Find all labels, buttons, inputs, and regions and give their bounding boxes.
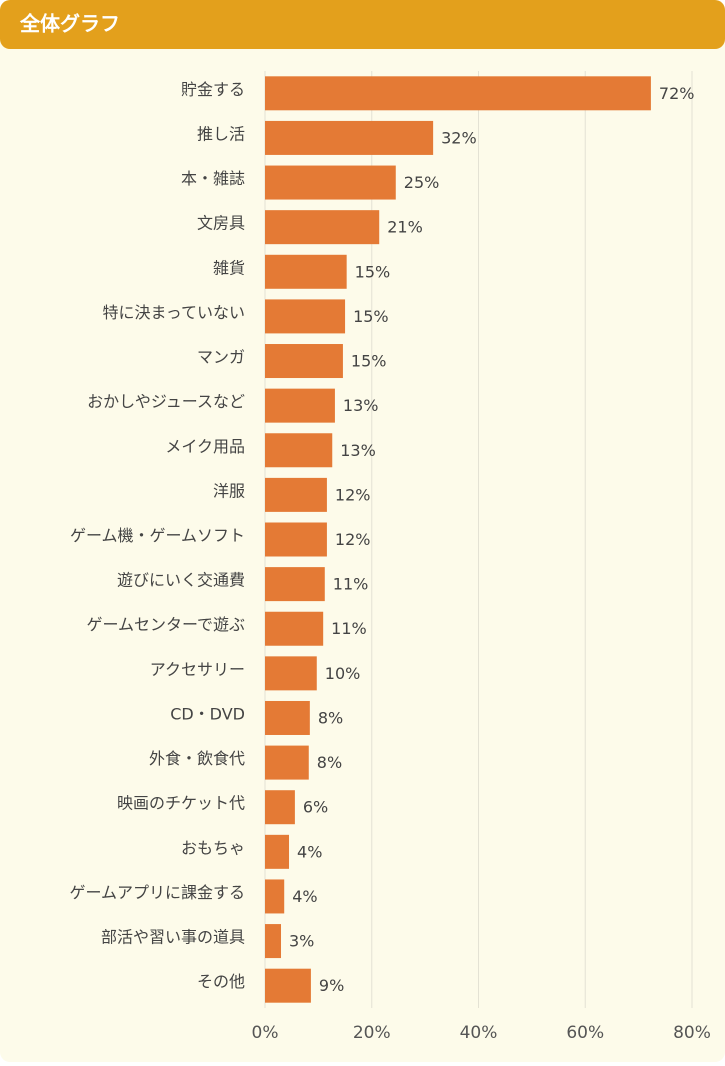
x-tick-label: 40% xyxy=(460,1023,498,1043)
bar xyxy=(265,477,327,512)
bar xyxy=(265,656,317,691)
value-label: 13% xyxy=(340,441,376,460)
bar xyxy=(265,299,346,334)
y-tick-label: 洋服 xyxy=(213,481,245,500)
value-label: 25% xyxy=(404,173,440,192)
y-tick-label: 部活や習い事の道具 xyxy=(101,928,245,947)
bar xyxy=(265,76,651,111)
value-label: 6% xyxy=(303,798,328,817)
value-label: 12% xyxy=(335,530,371,549)
y-tick-label: おかしやジュースなど xyxy=(87,392,245,411)
y-tick-label: アクセサリー xyxy=(150,660,245,679)
x-tick-label: 20% xyxy=(353,1023,391,1043)
y-tick-label: 雑貨 xyxy=(213,258,245,277)
y-tick-label: ゲームセンターで遊ぶ xyxy=(86,615,245,634)
bar xyxy=(265,388,335,423)
value-label: 4% xyxy=(297,842,322,861)
bar xyxy=(265,611,324,646)
bar xyxy=(265,790,295,825)
bar xyxy=(265,968,311,1003)
header xyxy=(0,0,725,49)
value-label: 8% xyxy=(318,708,343,727)
y-tick-label: 貯金する xyxy=(181,80,245,99)
bar xyxy=(265,165,396,200)
y-tick-label: 特に決まっていない xyxy=(102,303,245,322)
bar xyxy=(265,700,310,735)
x-tick-label: 0% xyxy=(252,1023,279,1043)
x-tick-label: 80% xyxy=(673,1023,711,1043)
y-tick-label: その他 xyxy=(197,972,245,991)
value-label: 4% xyxy=(292,887,317,906)
value-label: 13% xyxy=(343,396,379,415)
bar xyxy=(265,433,333,468)
chart-title: 全体グラフ xyxy=(19,12,120,36)
y-tick-label: 映画のチケット代 xyxy=(117,794,245,813)
y-tick-label: 推し活 xyxy=(197,124,245,143)
y-tick-label: おもちゃ xyxy=(181,838,245,857)
bar xyxy=(265,210,380,245)
value-label: 12% xyxy=(335,485,371,504)
bar xyxy=(265,120,434,155)
y-tick-label: メイク用品 xyxy=(165,437,245,456)
value-label: 3% xyxy=(289,932,314,951)
value-label: 15% xyxy=(351,352,387,371)
y-tick-label: 本・雑誌 xyxy=(181,169,245,188)
value-label: 11% xyxy=(333,575,369,594)
bar xyxy=(265,879,285,914)
value-label: 8% xyxy=(317,753,342,772)
y-tick-label: ゲームアプリに課金する xyxy=(69,883,245,902)
y-tick-label: 遊びにいく交通費 xyxy=(117,571,245,590)
bar xyxy=(265,522,327,557)
value-label: 10% xyxy=(325,664,361,683)
value-label: 72% xyxy=(659,84,695,103)
y-tick-label: ゲーム機・ゲームソフト xyxy=(70,526,245,545)
value-label: 15% xyxy=(353,307,389,326)
value-label: 15% xyxy=(355,262,391,281)
bar xyxy=(265,745,309,780)
value-label: 9% xyxy=(319,976,344,995)
y-tick-label: CD・DVD xyxy=(170,704,245,723)
bar xyxy=(265,344,343,379)
y-tick-label: マンガ xyxy=(197,348,245,367)
value-label: 21% xyxy=(387,218,423,237)
y-tick-label: 外食・飲食代 xyxy=(149,749,245,768)
bar xyxy=(265,924,282,959)
y-tick-label: 文房具 xyxy=(197,214,245,233)
x-tick-label: 60% xyxy=(566,1023,604,1043)
bar xyxy=(265,567,325,602)
value-label: 32% xyxy=(441,128,477,147)
bar xyxy=(265,254,347,289)
bar xyxy=(265,834,290,869)
value-label: 11% xyxy=(331,619,367,638)
